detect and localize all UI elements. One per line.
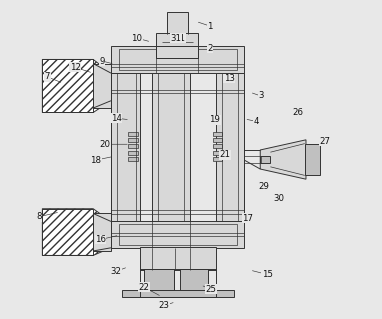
Text: 21: 21 <box>220 150 231 159</box>
Text: 16: 16 <box>95 235 106 244</box>
Bar <box>111 46 244 73</box>
Polygon shape <box>42 59 111 113</box>
Text: 18: 18 <box>90 156 101 165</box>
Bar <box>152 73 190 221</box>
Text: 15: 15 <box>262 270 273 279</box>
Bar <box>128 131 138 136</box>
Bar <box>128 138 138 142</box>
Text: 14: 14 <box>111 114 122 123</box>
Text: 17: 17 <box>242 214 253 223</box>
Bar <box>128 157 138 161</box>
Bar <box>213 151 222 155</box>
Bar <box>111 73 141 221</box>
Text: 29: 29 <box>259 182 269 191</box>
Text: 4: 4 <box>253 117 259 126</box>
Bar <box>213 144 222 148</box>
Bar <box>93 213 111 251</box>
Bar <box>144 269 174 290</box>
Text: 2: 2 <box>207 44 213 53</box>
Bar <box>111 221 244 248</box>
Bar <box>118 49 237 70</box>
Text: 11: 11 <box>175 34 185 43</box>
Text: 9: 9 <box>99 56 105 65</box>
Text: 30: 30 <box>274 194 285 203</box>
Bar <box>180 269 209 290</box>
Text: 25: 25 <box>205 285 216 293</box>
Bar <box>128 144 138 148</box>
Bar <box>156 46 198 58</box>
Polygon shape <box>42 209 111 256</box>
Text: 23: 23 <box>159 301 170 310</box>
Text: 7: 7 <box>45 72 50 81</box>
Text: 10: 10 <box>131 34 142 43</box>
Polygon shape <box>260 140 306 179</box>
Bar <box>128 151 138 155</box>
Text: 3: 3 <box>258 92 264 100</box>
Bar <box>42 59 93 113</box>
Bar <box>118 224 237 245</box>
Text: 12: 12 <box>70 63 81 72</box>
Bar <box>93 63 111 108</box>
Bar <box>42 209 93 256</box>
Bar <box>139 247 216 270</box>
Text: 8: 8 <box>36 212 42 221</box>
Text: 22: 22 <box>139 283 149 292</box>
Text: 1: 1 <box>207 22 213 31</box>
Bar <box>156 33 198 46</box>
Bar <box>167 12 188 34</box>
Bar <box>260 156 270 163</box>
Text: 26: 26 <box>293 108 304 117</box>
Text: 27: 27 <box>319 137 330 145</box>
Bar <box>213 131 222 136</box>
Text: 20: 20 <box>99 140 110 149</box>
Bar <box>213 138 222 142</box>
Text: 19: 19 <box>209 115 220 124</box>
Bar <box>216 73 244 221</box>
Text: 31: 31 <box>170 34 181 43</box>
Text: 13: 13 <box>223 74 235 83</box>
Bar <box>122 290 233 297</box>
Text: 32: 32 <box>111 267 122 276</box>
Bar <box>305 144 320 175</box>
Bar <box>139 269 216 297</box>
Bar <box>213 157 222 161</box>
Bar <box>244 156 261 163</box>
